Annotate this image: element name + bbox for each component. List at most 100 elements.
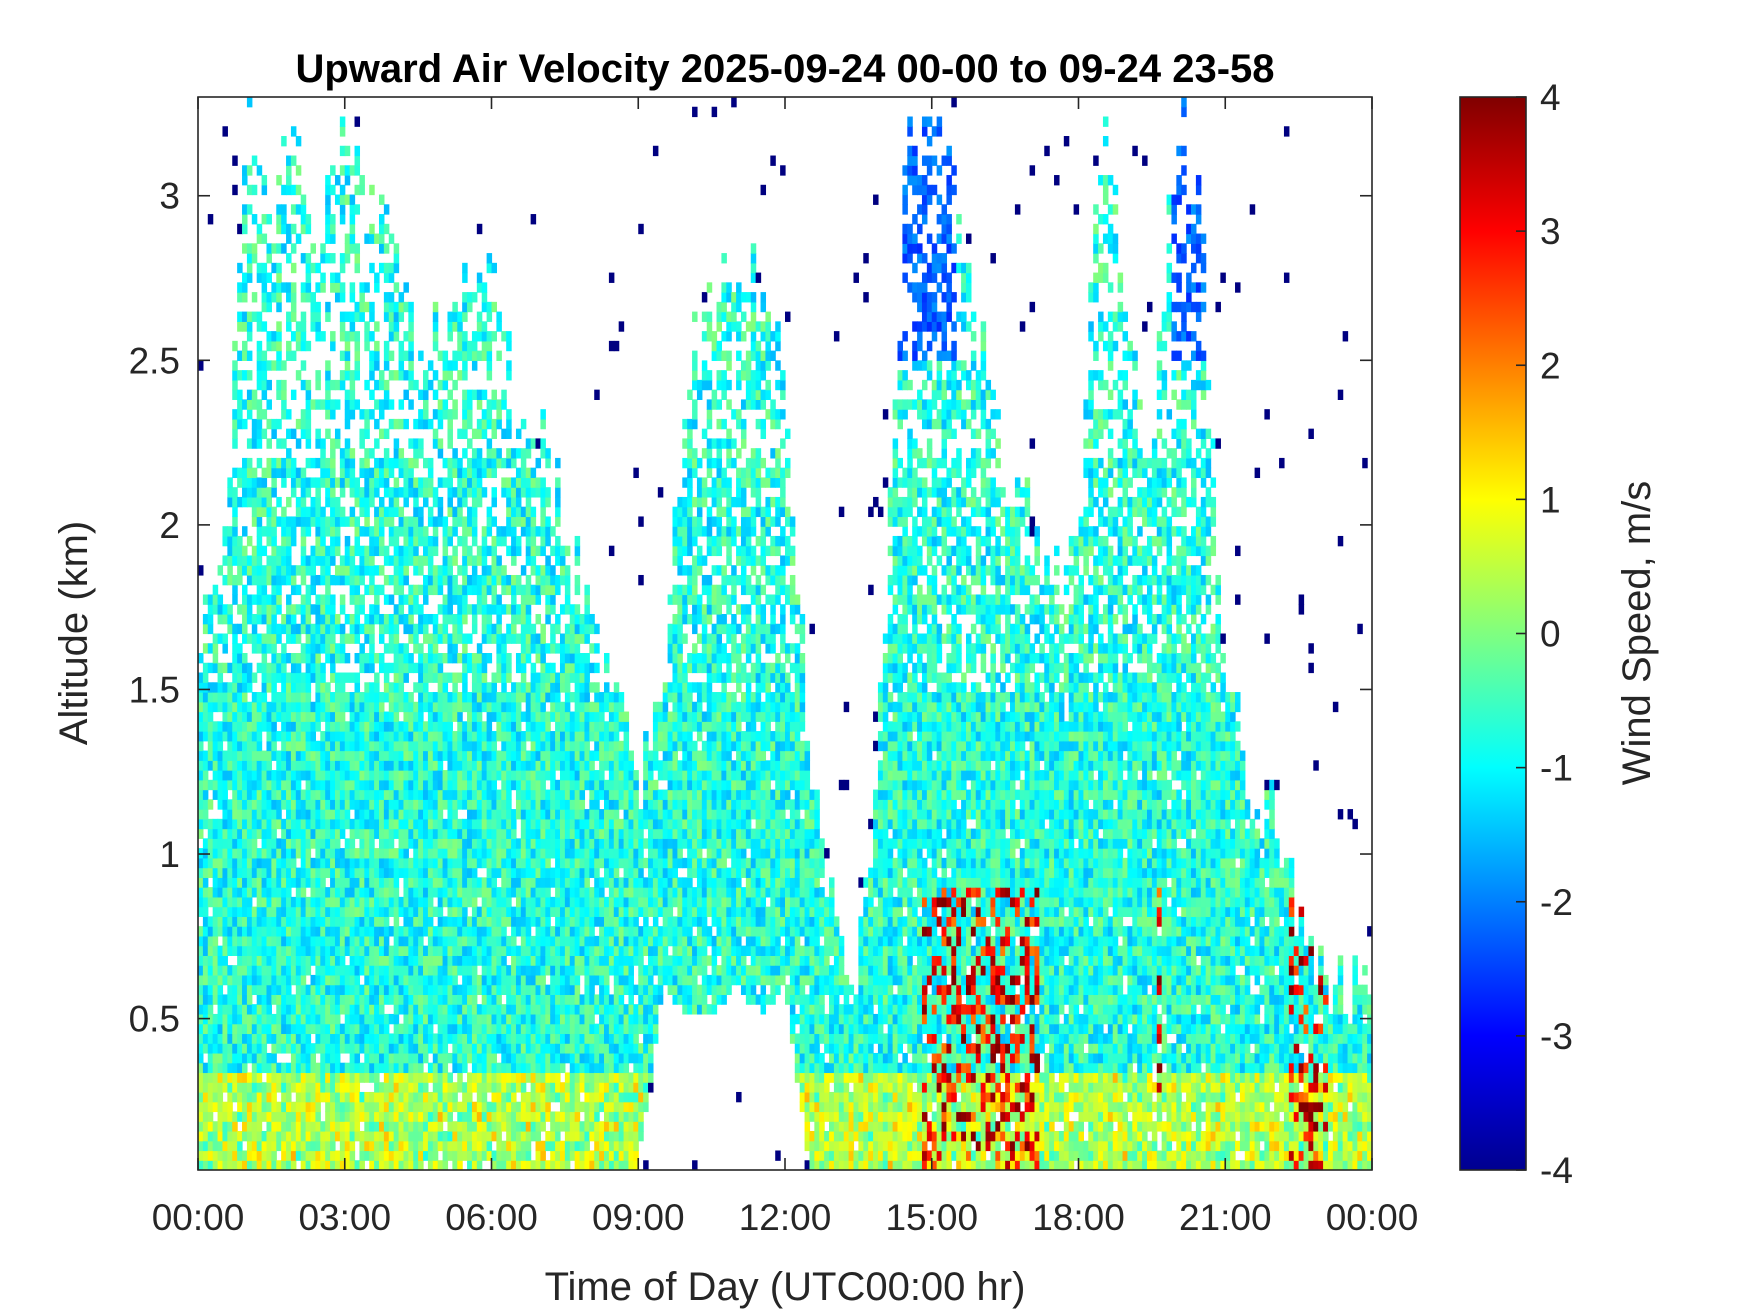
heatmap-cell xyxy=(378,633,385,644)
heatmap-cell xyxy=(506,721,512,732)
heatmap-cell xyxy=(491,682,497,693)
heatmap-cell xyxy=(364,701,370,713)
heatmap-cell xyxy=(227,565,233,576)
heatmap-cell xyxy=(222,848,228,859)
heatmap-cell xyxy=(271,1072,277,1083)
heatmap-cell xyxy=(242,828,248,839)
heatmap-cell xyxy=(359,457,365,469)
heatmap-cell xyxy=(222,613,228,625)
heatmap-cell xyxy=(349,974,356,986)
heatmap-cell xyxy=(290,877,297,888)
heatmap-cell xyxy=(256,779,263,791)
heatmap-cell xyxy=(310,399,316,410)
heatmap-cell xyxy=(413,438,419,449)
heatmap-cell xyxy=(212,653,219,664)
heatmap-cell xyxy=(437,399,444,410)
heatmap-cell xyxy=(266,955,272,966)
heatmap-cell xyxy=(423,926,429,937)
heatmap-cell xyxy=(403,721,409,732)
heatmap-cell xyxy=(212,896,219,908)
heatmap-cell xyxy=(369,233,375,244)
heatmap-cell xyxy=(481,916,488,927)
heatmap-cell xyxy=(330,516,336,527)
heatmap-cell xyxy=(271,945,277,956)
heatmap-cell xyxy=(369,448,375,459)
heatmap-cell xyxy=(501,1062,507,1074)
heatmap-cell xyxy=(525,653,532,664)
heatmap-cell xyxy=(398,896,405,908)
heatmap-cell xyxy=(486,1101,493,1113)
heatmap-cell xyxy=(486,965,493,976)
heatmap-cell xyxy=(242,848,248,859)
heatmap-cell xyxy=(246,1072,253,1083)
heatmap-cell xyxy=(315,623,321,635)
heatmap-cell xyxy=(325,1082,331,1093)
heatmap-cell xyxy=(530,1033,537,1044)
heatmap-cell xyxy=(408,779,414,791)
heatmap-cell xyxy=(471,1043,478,1054)
heatmap-cell xyxy=(520,906,527,917)
heatmap-cell xyxy=(491,457,497,469)
heatmap-cell xyxy=(246,409,253,420)
heatmap-cell xyxy=(398,643,405,654)
heatmap-cell xyxy=(506,848,512,859)
heatmap-cell xyxy=(227,799,233,810)
heatmap-cell xyxy=(325,516,331,527)
heatmap-cell xyxy=(506,945,512,956)
heatmap-cell xyxy=(447,653,453,664)
heatmap-cell xyxy=(251,867,258,878)
heatmap-cell xyxy=(427,974,434,986)
heatmap-cell xyxy=(242,1062,248,1074)
heatmap-cell xyxy=(506,340,512,352)
heatmap-cell xyxy=(374,1121,380,1132)
heatmap-cell xyxy=(388,370,395,381)
heatmap-cell xyxy=(452,828,458,839)
heatmap-cell xyxy=(452,457,458,469)
heatmap-cell xyxy=(471,506,478,518)
heatmap-cell xyxy=(491,896,497,908)
heatmap-cell xyxy=(271,809,277,820)
heatmap-cell xyxy=(418,1101,424,1113)
heatmap-cell xyxy=(339,292,346,303)
heatmap-cell xyxy=(305,399,312,410)
heatmap-cell xyxy=(501,1111,507,1122)
heatmap-cell xyxy=(198,1072,204,1083)
heatmap-cell xyxy=(427,1033,434,1044)
heatmap-cell xyxy=(432,662,439,674)
heatmap-cell xyxy=(374,1111,380,1122)
heatmap-cell xyxy=(315,1091,321,1103)
heatmap-cell xyxy=(378,867,385,878)
heatmap-cell xyxy=(315,262,321,274)
heatmap-cell xyxy=(246,243,253,254)
heatmap-cell xyxy=(515,662,522,674)
heatmap-cell xyxy=(511,448,517,459)
heatmap-cell xyxy=(325,789,331,800)
heatmap-cell xyxy=(325,1121,331,1132)
heatmap-cell xyxy=(305,867,312,878)
heatmap-cell xyxy=(202,623,209,635)
heatmap-cell xyxy=(202,809,209,820)
heatmap-cell xyxy=(242,223,248,235)
heatmap-cell xyxy=(486,1130,493,1142)
heatmap-cell xyxy=(398,662,405,674)
heatmap-cell xyxy=(418,965,424,976)
heatmap-cell xyxy=(481,692,488,703)
heatmap-cell xyxy=(457,750,463,761)
heatmap-cell xyxy=(242,214,248,225)
heatmap-cell xyxy=(378,984,385,996)
heatmap-cell xyxy=(506,448,512,459)
heatmap-cell xyxy=(501,945,507,956)
heatmap-cell xyxy=(232,1023,238,1035)
heatmap-cell xyxy=(320,750,326,761)
heatmap-cell xyxy=(437,906,444,917)
heatmap-cell xyxy=(427,760,434,771)
heatmap-cell xyxy=(437,1111,444,1122)
heatmap-cell xyxy=(354,535,361,547)
heatmap-cell xyxy=(413,594,419,605)
heatmap-cell xyxy=(515,945,522,956)
heatmap-cell xyxy=(227,750,233,761)
heatmap-cell xyxy=(290,935,297,947)
heatmap-cell xyxy=(462,1043,468,1054)
heatmap-cell xyxy=(520,623,527,635)
heatmap-cell xyxy=(520,974,527,986)
